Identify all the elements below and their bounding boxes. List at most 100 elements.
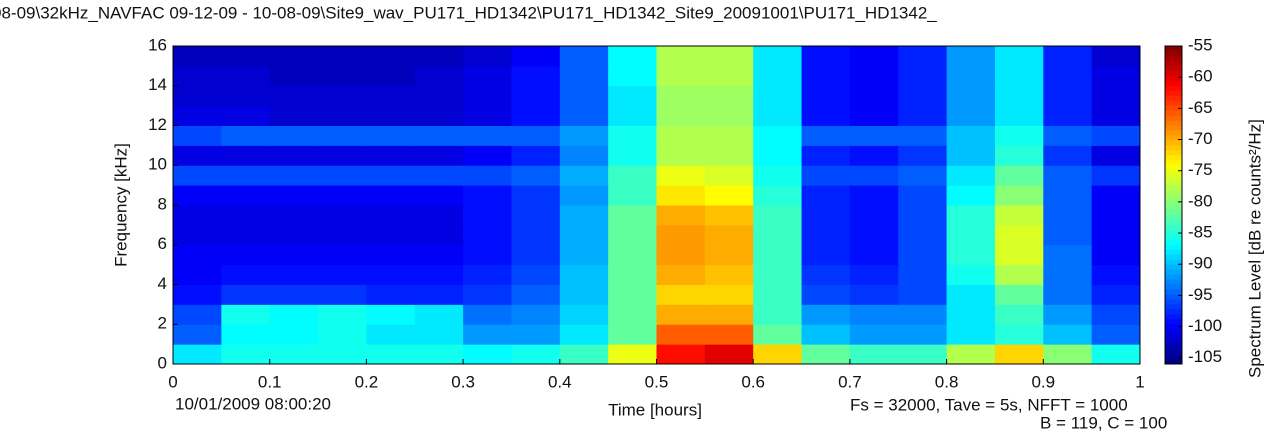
y-tick-label: 8 xyxy=(158,194,167,213)
heat-cell xyxy=(753,145,803,166)
heat-cell xyxy=(511,105,561,126)
heat-cell xyxy=(849,244,899,266)
colorbar-swatch xyxy=(1165,70,1182,77)
heat-cell xyxy=(1043,125,1093,146)
heat-cell xyxy=(559,324,609,345)
colorbar-swatch xyxy=(1165,55,1182,62)
heat-cell xyxy=(849,324,899,345)
heat-cell xyxy=(366,85,416,107)
heat-cell xyxy=(221,244,271,266)
heat-cell xyxy=(801,284,851,305)
heat-cell xyxy=(1091,185,1141,206)
heat-cell xyxy=(849,145,899,166)
heat-cell xyxy=(608,244,657,266)
heat-cell xyxy=(946,185,996,206)
heat-cell xyxy=(318,224,367,246)
heat-cell xyxy=(849,264,899,285)
colorbar-swatch xyxy=(1165,334,1182,340)
heat-cell xyxy=(1091,264,1141,285)
heat-cell xyxy=(849,344,899,365)
y-tick-label: 4 xyxy=(158,274,167,293)
heat-cell xyxy=(608,264,657,285)
colorbar-swatch xyxy=(1165,105,1182,112)
colorbar-swatch xyxy=(1165,234,1182,241)
heat-cell xyxy=(946,264,996,285)
heat-cell xyxy=(801,65,851,87)
colorbar-tick-label: -90 xyxy=(1188,254,1213,273)
params: B = 119, C = 100 xyxy=(1040,413,1167,432)
heat-cell xyxy=(994,105,1044,126)
heat-cell xyxy=(318,304,367,325)
heat-cell xyxy=(269,324,319,345)
heat-cell xyxy=(898,264,948,285)
colorbar-swatch xyxy=(1165,229,1182,236)
heat-cell xyxy=(463,344,512,365)
heat-cell xyxy=(318,145,367,166)
heat-cell xyxy=(656,65,706,87)
x-tick-label: 0.2 xyxy=(355,372,379,391)
heat-cell xyxy=(559,224,609,246)
colorbar-tick-label: -60 xyxy=(1188,67,1213,86)
heat-cell xyxy=(656,185,706,206)
heat-cell xyxy=(1091,105,1141,126)
heat-cell xyxy=(801,85,851,107)
x-tick-label: 0.9 xyxy=(1031,372,1055,391)
heat-cell xyxy=(221,304,271,325)
colorbar-swatch xyxy=(1165,85,1182,92)
heat-cell xyxy=(221,205,271,226)
spectrogram xyxy=(173,46,1141,365)
heat-cell xyxy=(753,165,803,186)
heat-cell xyxy=(1043,65,1093,87)
colorbar-swatch xyxy=(1165,284,1182,290)
heat-cell xyxy=(946,324,996,345)
colorbar-swatch xyxy=(1165,339,1182,345)
heat-cell xyxy=(414,125,464,146)
heat-cell xyxy=(994,284,1044,305)
heat-cell xyxy=(269,65,319,87)
heat-cell xyxy=(221,264,271,285)
heat-cell xyxy=(898,65,948,87)
heat-cell xyxy=(221,224,271,246)
heat-cell xyxy=(753,284,803,305)
colorbar-swatch xyxy=(1165,219,1182,226)
heat-cell xyxy=(559,344,609,365)
heat-cell xyxy=(463,165,512,186)
heat-cell xyxy=(221,145,271,166)
heat-cell xyxy=(414,205,464,226)
heat-cell xyxy=(898,344,948,365)
heat-cell xyxy=(898,85,948,107)
colorbar-swatch xyxy=(1165,279,1182,285)
heat-cell xyxy=(269,185,319,206)
heat-cell xyxy=(946,244,996,266)
heat-cell xyxy=(704,125,754,146)
colorbar-swatch xyxy=(1165,239,1182,246)
heat-cell xyxy=(898,304,948,325)
heat-cell xyxy=(269,125,319,146)
x-tick-label: 0.7 xyxy=(838,372,862,391)
heat-cell xyxy=(849,46,899,67)
colorbar-swatch xyxy=(1165,195,1182,201)
heat-cell xyxy=(1043,344,1093,365)
heat-cell xyxy=(511,165,561,186)
colorbar-tick-label: -85 xyxy=(1188,223,1213,242)
y-tick-label: 2 xyxy=(158,314,167,333)
heat-cell xyxy=(656,125,706,146)
heat-cell xyxy=(656,205,706,226)
heat-cell xyxy=(1043,304,1093,325)
colorbar-swatch xyxy=(1165,264,1182,271)
colorbar-swatch xyxy=(1165,244,1182,251)
heat-cell xyxy=(656,85,706,107)
heat-cell xyxy=(269,205,319,226)
heat-cell xyxy=(269,46,319,67)
heat-cell xyxy=(608,344,657,365)
heat-cell xyxy=(801,165,851,186)
x-tick-label: 0.4 xyxy=(548,372,572,391)
colorbar-swatch xyxy=(1165,125,1182,131)
heat-cell xyxy=(704,85,754,107)
heat-cell xyxy=(269,165,319,186)
heat-cell xyxy=(269,244,319,266)
heat-cell xyxy=(318,284,367,305)
heat-cell xyxy=(994,145,1044,166)
heat-cell xyxy=(608,85,657,107)
heat-cell xyxy=(994,304,1044,325)
